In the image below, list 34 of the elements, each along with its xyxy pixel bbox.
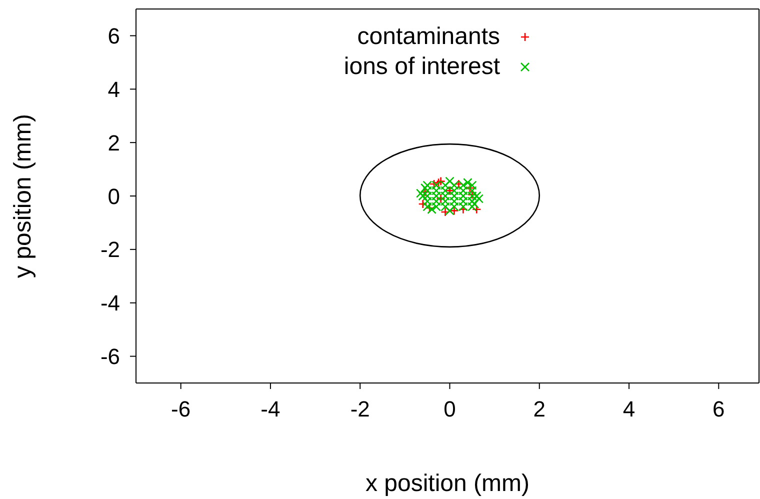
point: [440, 207, 450, 217]
point: [454, 179, 464, 189]
x-tick-label: 0: [444, 396, 456, 422]
x-tick-label: 2: [533, 396, 546, 422]
y-tick-label: 6: [108, 24, 120, 49]
point: [436, 194, 446, 204]
y-tick-label: 0: [108, 184, 120, 209]
point: [445, 206, 454, 216]
point: [472, 191, 482, 201]
y-tick-label: -2: [100, 237, 120, 262]
y-tick-label: -4: [100, 290, 120, 316]
point: [434, 178, 444, 188]
y-axis-title: y position (mm): [10, 114, 37, 278]
point: [472, 204, 482, 214]
x-tick-label: 4: [622, 396, 636, 422]
x-axis-title: x position (mm): [365, 470, 530, 497]
x-tick-label: -4: [260, 396, 280, 422]
y-tick-label: -6: [100, 344, 120, 370]
y-tick-label: 4: [108, 76, 120, 102]
legend-label: ions of interest: [342, 53, 500, 81]
point: [418, 191, 428, 201]
point: [427, 204, 436, 214]
y-tick-label: 2: [108, 130, 120, 156]
x-tick-label: -2: [350, 396, 370, 422]
point: [458, 204, 468, 214]
point: [436, 176, 446, 186]
point: [463, 178, 472, 188]
point: [445, 186, 454, 196]
point: [470, 199, 480, 209]
x-tick-label: 6: [712, 396, 725, 422]
x-tick-label: -6: [171, 396, 191, 422]
point: [420, 183, 430, 193]
legend-label: contaminants: [356, 23, 500, 51]
point: [445, 176, 454, 186]
